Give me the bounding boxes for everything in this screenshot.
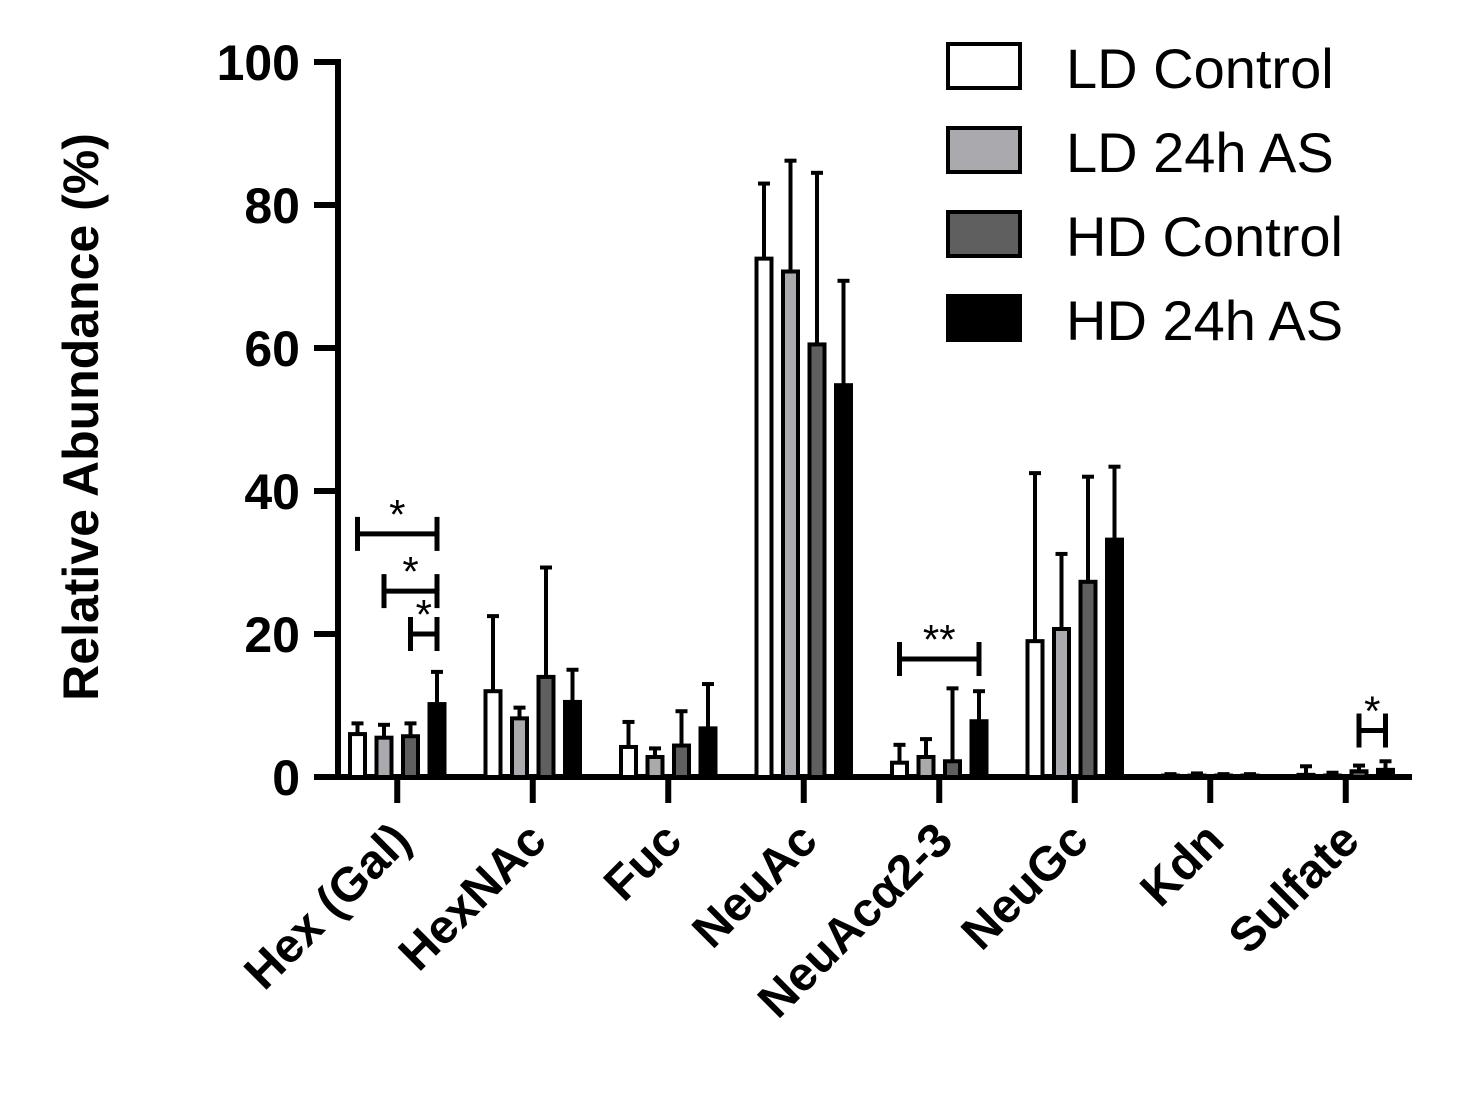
legend: LD Control LD 24h AS HD Control HD 24h AS — [946, 37, 1343, 352]
bar — [1052, 626, 1071, 779]
y-tick-label: 40 — [244, 464, 300, 520]
legend-swatch — [946, 42, 1022, 90]
y-tick-label: 100 — [217, 35, 300, 91]
bar — [645, 754, 665, 779]
bar — [807, 342, 827, 779]
bar — [1025, 639, 1045, 780]
bar — [401, 734, 420, 779]
bar — [698, 726, 718, 780]
bar — [969, 719, 989, 779]
y-tick-label: 20 — [244, 607, 300, 663]
bar — [427, 702, 447, 780]
bar — [1296, 772, 1316, 779]
y-tick-label: 80 — [244, 178, 300, 234]
bar — [916, 754, 936, 779]
bar — [834, 383, 853, 779]
x-tick-label: Sulfate — [1219, 813, 1370, 964]
bar — [1105, 537, 1124, 779]
bar — [563, 699, 582, 779]
bar — [348, 732, 367, 779]
legend-swatch — [946, 294, 1022, 342]
error-bars — [351, 158, 1392, 777]
bar — [1323, 773, 1342, 780]
y-axis-title: Relative Abundance (%) — [53, 133, 109, 701]
x-tick-label: Kdn — [1131, 813, 1234, 916]
x-tick-label: Hex (Gal) — [235, 813, 421, 999]
legend-swatch — [946, 210, 1022, 258]
significance-label: * — [389, 491, 405, 538]
bars — [348, 256, 1395, 780]
bar — [943, 759, 962, 780]
bar — [672, 743, 691, 779]
legend-swatch — [946, 126, 1022, 174]
significance-label: * — [416, 591, 432, 638]
bar — [1187, 773, 1207, 780]
x-tick-label: Fuc — [594, 813, 692, 911]
bar — [754, 256, 774, 779]
bar — [1376, 767, 1395, 779]
legend-label: HD 24h AS — [1066, 289, 1343, 352]
bar — [1078, 579, 1098, 779]
bar — [510, 716, 529, 779]
legend-label: LD 24h AS — [1066, 121, 1334, 184]
legend-label: LD Control — [1066, 37, 1334, 100]
bar — [1349, 769, 1369, 780]
y-axis-title-group: Relative Abundance (%) — [53, 133, 109, 701]
significance-label: * — [1364, 688, 1380, 735]
x-tick-label: HexNAc — [389, 813, 557, 981]
x-tick-label: NeuGc — [952, 813, 1099, 960]
y-tick-label: 60 — [244, 321, 300, 377]
significance-label: ** — [923, 616, 956, 663]
bar — [781, 269, 800, 779]
y-tick-label: 0 — [272, 750, 300, 806]
bar — [536, 674, 556, 780]
bar — [890, 760, 909, 780]
significance-brackets: ****** — [355, 491, 1388, 748]
bar — [374, 735, 394, 779]
significance-label: * — [402, 548, 418, 595]
legend-label: HD Control — [1066, 205, 1343, 268]
bar — [619, 744, 638, 779]
bar — [483, 689, 503, 780]
